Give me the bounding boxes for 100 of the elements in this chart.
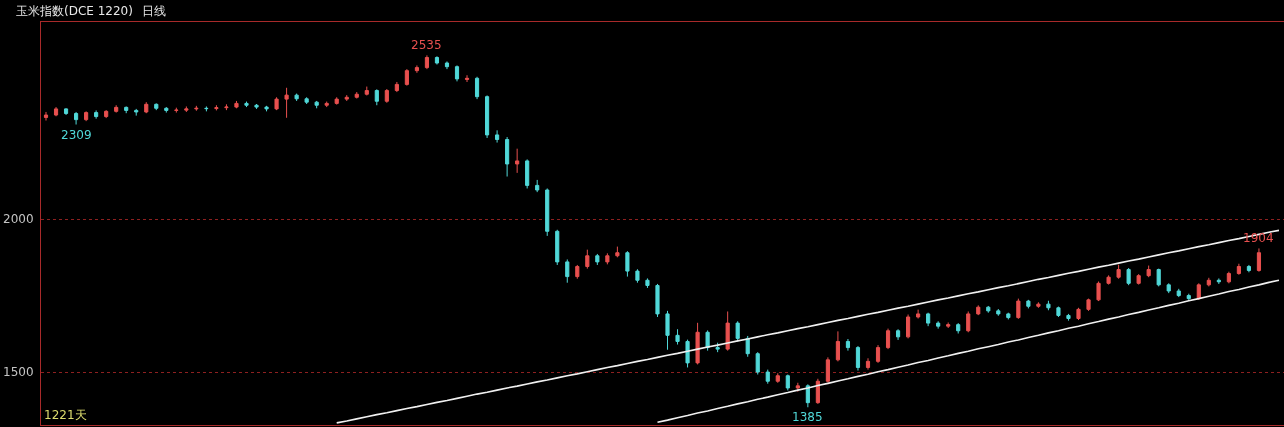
candlestick (134, 108, 139, 117)
candlestick (926, 312, 931, 327)
candlestick (645, 277, 650, 289)
candlestick (474, 76, 480, 100)
candlestick (424, 54, 430, 70)
candlestick (264, 105, 269, 112)
candlestick (1036, 301, 1041, 309)
candlestick (906, 314, 911, 339)
candlestick (464, 74, 470, 83)
candlestick (555, 229, 560, 266)
candlestick (795, 382, 800, 393)
candlestick (384, 88, 389, 104)
candlestick (535, 179, 540, 193)
candlestick (274, 96, 279, 111)
candlestick (224, 103, 229, 111)
candlestick (1096, 280, 1101, 302)
candlestick (665, 310, 670, 351)
candlestick (404, 68, 409, 87)
candlestick (444, 60, 450, 70)
candlestick (575, 264, 580, 280)
candlestick (1226, 271, 1231, 284)
annotation: 2309 (61, 128, 92, 142)
candlestick (765, 369, 770, 385)
candlestick (625, 250, 630, 278)
candlestick (194, 105, 199, 112)
candlestick (725, 310, 730, 352)
candlestick (1106, 274, 1111, 286)
candlestick (1196, 282, 1201, 301)
candlestick (545, 187, 550, 237)
candlestick (63, 107, 69, 116)
annotation: 1385 (792, 410, 823, 424)
candlestick (875, 344, 881, 364)
candlestick (936, 320, 941, 330)
candlestick (655, 283, 660, 318)
candlestick (154, 102, 159, 111)
candlestick (615, 246, 620, 258)
candlestick (1166, 282, 1171, 294)
chart-title: 玉米指数(DCE 1220) (16, 4, 133, 19)
candlestick (595, 253, 600, 266)
candlestick (394, 81, 399, 93)
annotation: 1221天 (44, 408, 87, 422)
candlestick (1006, 312, 1011, 320)
candlestick (1046, 300, 1051, 311)
candlestick (174, 107, 179, 114)
candlestick (885, 328, 891, 350)
candlestick (996, 308, 1001, 317)
candlestick (1066, 313, 1071, 322)
candlestick (805, 383, 810, 408)
candlestick (1076, 307, 1081, 321)
candlestick (565, 258, 570, 284)
candlestick (485, 94, 490, 139)
candlestick (735, 320, 740, 342)
candlestick (1056, 306, 1061, 318)
candlestick (284, 87, 289, 119)
candlestick (976, 304, 981, 316)
candlestick (1206, 277, 1211, 287)
candlestick (635, 268, 640, 284)
candlestick (895, 328, 901, 341)
candlestick (214, 104, 219, 111)
candlestick (695, 322, 700, 365)
candlestick (605, 252, 610, 265)
candlestick (84, 110, 89, 122)
candlestick (1216, 277, 1221, 285)
candlestick (374, 88, 379, 106)
annotation: 2535 (411, 38, 442, 52)
candlestick (354, 91, 359, 99)
candlestick (515, 148, 520, 174)
candlestick (124, 105, 129, 114)
candlestick (53, 106, 59, 117)
candlestick (1086, 298, 1091, 312)
candlestick (43, 111, 49, 122)
candlestick (1016, 298, 1021, 320)
candlestick (314, 100, 319, 109)
candlestick (685, 339, 690, 368)
candlestick (1126, 267, 1131, 286)
candlestick (855, 345, 861, 372)
candlestick (785, 374, 790, 391)
candlestick (144, 101, 149, 114)
candlestick (946, 321, 951, 329)
candlestick (254, 103, 259, 110)
candlestick (204, 105, 209, 112)
candlestick (344, 94, 349, 102)
candlestick (414, 64, 419, 74)
candlestick (334, 96, 339, 106)
candlestick (525, 158, 530, 189)
chart-subtitle: 日线 (142, 4, 166, 18)
line-series (656, 279, 1280, 424)
candlestick (294, 93, 299, 102)
candlestick (1026, 299, 1031, 309)
candlestick (184, 105, 189, 113)
candlestick (755, 351, 760, 376)
candlestick (986, 305, 991, 314)
candlestick (364, 86, 369, 96)
candlestick (1136, 273, 1141, 286)
candlestick (94, 109, 99, 120)
candlestick (104, 109, 109, 119)
candlestick (324, 101, 329, 108)
candlestick (234, 100, 239, 109)
candlestick (1146, 265, 1151, 278)
candlestick (1116, 264, 1121, 280)
